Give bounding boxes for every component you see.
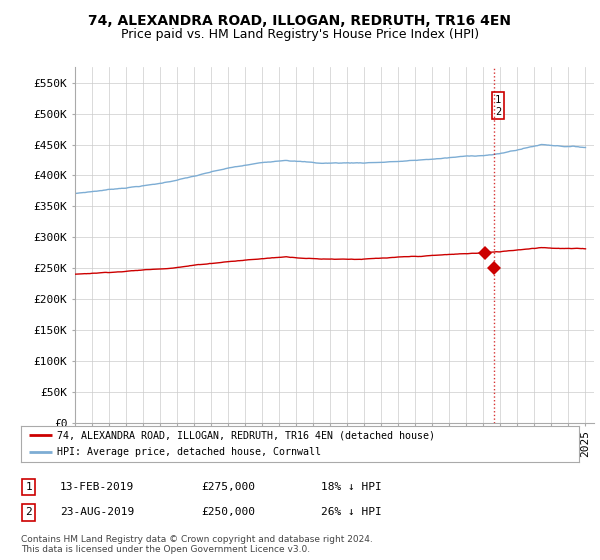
Text: 74, ALEXANDRA ROAD, ILLOGAN, REDRUTH, TR16 4EN: 74, ALEXANDRA ROAD, ILLOGAN, REDRUTH, TR… bbox=[89, 14, 511, 28]
Text: Price paid vs. HM Land Registry's House Price Index (HPI): Price paid vs. HM Land Registry's House … bbox=[121, 28, 479, 41]
Text: Contains HM Land Registry data © Crown copyright and database right 2024.
This d: Contains HM Land Registry data © Crown c… bbox=[21, 535, 373, 554]
Text: 2: 2 bbox=[25, 507, 32, 517]
Text: 1: 1 bbox=[25, 482, 32, 492]
Text: 74, ALEXANDRA ROAD, ILLOGAN, REDRUTH, TR16 4EN (detached house): 74, ALEXANDRA ROAD, ILLOGAN, REDRUTH, TR… bbox=[57, 431, 435, 440]
Text: 13-FEB-2019: 13-FEB-2019 bbox=[60, 482, 134, 492]
Text: £250,000: £250,000 bbox=[201, 507, 255, 517]
Text: HPI: Average price, detached house, Cornwall: HPI: Average price, detached house, Corn… bbox=[57, 447, 321, 457]
Text: 18% ↓ HPI: 18% ↓ HPI bbox=[321, 482, 382, 492]
Text: 26% ↓ HPI: 26% ↓ HPI bbox=[321, 507, 382, 517]
Text: £275,000: £275,000 bbox=[201, 482, 255, 492]
Text: 23-AUG-2019: 23-AUG-2019 bbox=[60, 507, 134, 517]
Text: 1
2: 1 2 bbox=[495, 95, 501, 116]
